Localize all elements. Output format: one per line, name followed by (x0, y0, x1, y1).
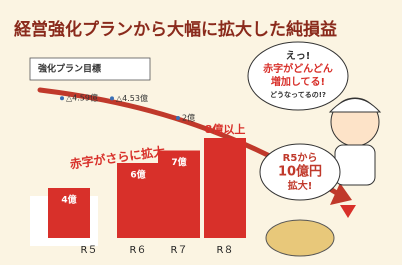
character-body (335, 145, 375, 185)
plan-label: △4.53億 (116, 93, 148, 103)
callout-text: 拡大! (288, 179, 313, 192)
bubble-text: 増加してる! (271, 75, 325, 88)
bubble-text: えっ! (286, 50, 311, 62)
chart: 経営強化プランから大幅に拡大した純損益 強化プラン目標 赤字がさらに拡大 4億R… (0, 0, 402, 265)
bar-label: 7億 (171, 156, 186, 168)
chart-title: 経営強化プランから大幅に拡大した純損益 (14, 19, 337, 40)
bar-label: 4億 (61, 194, 76, 206)
bubble-text: 赤字がどんどん (263, 62, 333, 75)
plan-label: 2億 (182, 113, 195, 123)
bar-label: 6億 (130, 169, 145, 181)
plan-point (110, 96, 114, 100)
plan-label: △4.59億 (66, 93, 98, 103)
bubble-text: どうなってるの!? (270, 90, 326, 99)
plan-point (60, 96, 64, 100)
bar-label: 8億以上 (205, 122, 246, 136)
x-tick-label: R７ (171, 245, 188, 256)
x-tick-label: R６ (130, 245, 147, 256)
plan-point (176, 116, 180, 120)
x-tick-label: R８ (217, 245, 234, 256)
x-tick-label: R５ (81, 245, 98, 256)
callout-text: 10億円 (278, 164, 322, 180)
money-bag (266, 220, 334, 256)
bar (204, 138, 246, 238)
callout-text: R5から (283, 152, 318, 164)
plan-label: 強化プラン目標 (38, 63, 101, 75)
